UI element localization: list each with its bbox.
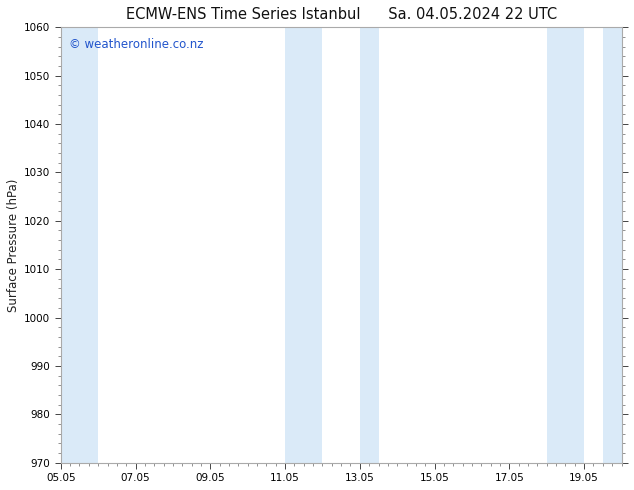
Bar bbox=[547, 27, 584, 463]
Bar bbox=[61, 27, 98, 463]
Title: ECMW-ENS Time Series Istanbul      Sa. 04.05.2024 22 UTC: ECMW-ENS Time Series Istanbul Sa. 04.05.… bbox=[126, 7, 557, 22]
Text: © weatheronline.co.nz: © weatheronline.co.nz bbox=[69, 38, 204, 51]
Bar bbox=[360, 27, 378, 463]
Bar bbox=[285, 27, 323, 463]
Y-axis label: Surface Pressure (hPa): Surface Pressure (hPa) bbox=[7, 178, 20, 312]
Bar bbox=[603, 27, 621, 463]
